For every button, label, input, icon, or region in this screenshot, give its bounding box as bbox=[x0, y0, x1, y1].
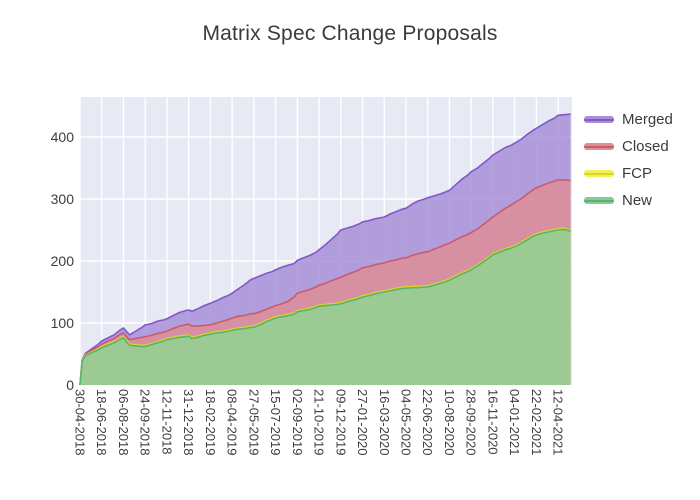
legend-label: Merged bbox=[622, 111, 673, 128]
x-tick-label: 22-06-2020 bbox=[420, 389, 436, 456]
x-tick-label: 16-03-2020 bbox=[376, 389, 392, 456]
area-line-new bbox=[79, 228, 571, 386]
x-tick-label: 02-09-2019 bbox=[289, 389, 305, 456]
y-tick-label: 200 bbox=[50, 253, 74, 269]
x-tick-label: 04-05-2020 bbox=[398, 389, 414, 456]
legend-label: Closed bbox=[622, 138, 669, 155]
legend-swatch-closed bbox=[584, 143, 614, 150]
legend-swatch-line bbox=[584, 145, 614, 148]
area-new bbox=[80, 229, 571, 385]
legend-swatch-merged bbox=[584, 116, 614, 123]
x-tick-label: 10-08-2020 bbox=[442, 389, 457, 456]
x-tick-label: 31-12-2018 bbox=[181, 389, 197, 456]
chart-title: Matrix Spec Change Proposals bbox=[202, 22, 498, 45]
y-tick-label: 0 bbox=[66, 377, 74, 393]
legend-swatch-line bbox=[584, 199, 614, 202]
x-tick-label: 28-09-2020 bbox=[463, 389, 479, 456]
x-tick-label: 06-08-2018 bbox=[116, 389, 131, 456]
y-tick-label: 300 bbox=[50, 191, 74, 207]
x-tick-label: 24-09-2018 bbox=[137, 389, 153, 456]
area-line-fcp bbox=[79, 227, 571, 386]
area-line-closed bbox=[79, 179, 571, 386]
x-tick-label: 27-05-2019 bbox=[246, 389, 262, 456]
legend-swatch-fcp bbox=[584, 170, 614, 177]
legend-swatch-line bbox=[584, 118, 614, 121]
x-tick-label: 21-10-2019 bbox=[311, 389, 327, 456]
x-tick-label: 22-02-2021 bbox=[528, 389, 544, 456]
x-tick-label: 18-02-2019 bbox=[202, 389, 218, 456]
x-tick-label: 16-11-2020 bbox=[485, 389, 501, 455]
y-tick-label: 100 bbox=[50, 315, 74, 331]
legend-item-closed[interactable]: Closed bbox=[584, 133, 673, 160]
x-tick-label: 12-04-2021 bbox=[550, 389, 566, 456]
legend-swatch-new bbox=[584, 197, 614, 204]
y-tick-label: 400 bbox=[50, 129, 74, 145]
area-line-merged bbox=[79, 113, 571, 386]
legend-item-fcp[interactable]: FCP bbox=[584, 160, 673, 187]
x-tick-label: 08-04-2019 bbox=[224, 389, 240, 456]
legend-item-merged[interactable]: Merged bbox=[584, 106, 673, 133]
x-tick-label: 27-01-2020 bbox=[355, 389, 370, 456]
legend-swatch-line bbox=[584, 172, 614, 175]
legend-label: FCP bbox=[622, 165, 652, 182]
x-tick-label: 04-01-2021 bbox=[507, 389, 523, 456]
legend-label: New bbox=[622, 192, 653, 209]
legend-item-new[interactable]: New bbox=[584, 187, 673, 214]
x-tick-label: 09-12-2019 bbox=[333, 389, 349, 456]
x-tick-label: 12-11-2018 bbox=[159, 389, 175, 455]
x-tick-label: 30-04-2018 bbox=[72, 389, 88, 456]
x-tick-label: 15-07-2019 bbox=[268, 389, 284, 456]
legend: Merged Closed FCP New bbox=[584, 106, 673, 214]
x-tick-label: 18-06-2018 bbox=[94, 389, 110, 456]
